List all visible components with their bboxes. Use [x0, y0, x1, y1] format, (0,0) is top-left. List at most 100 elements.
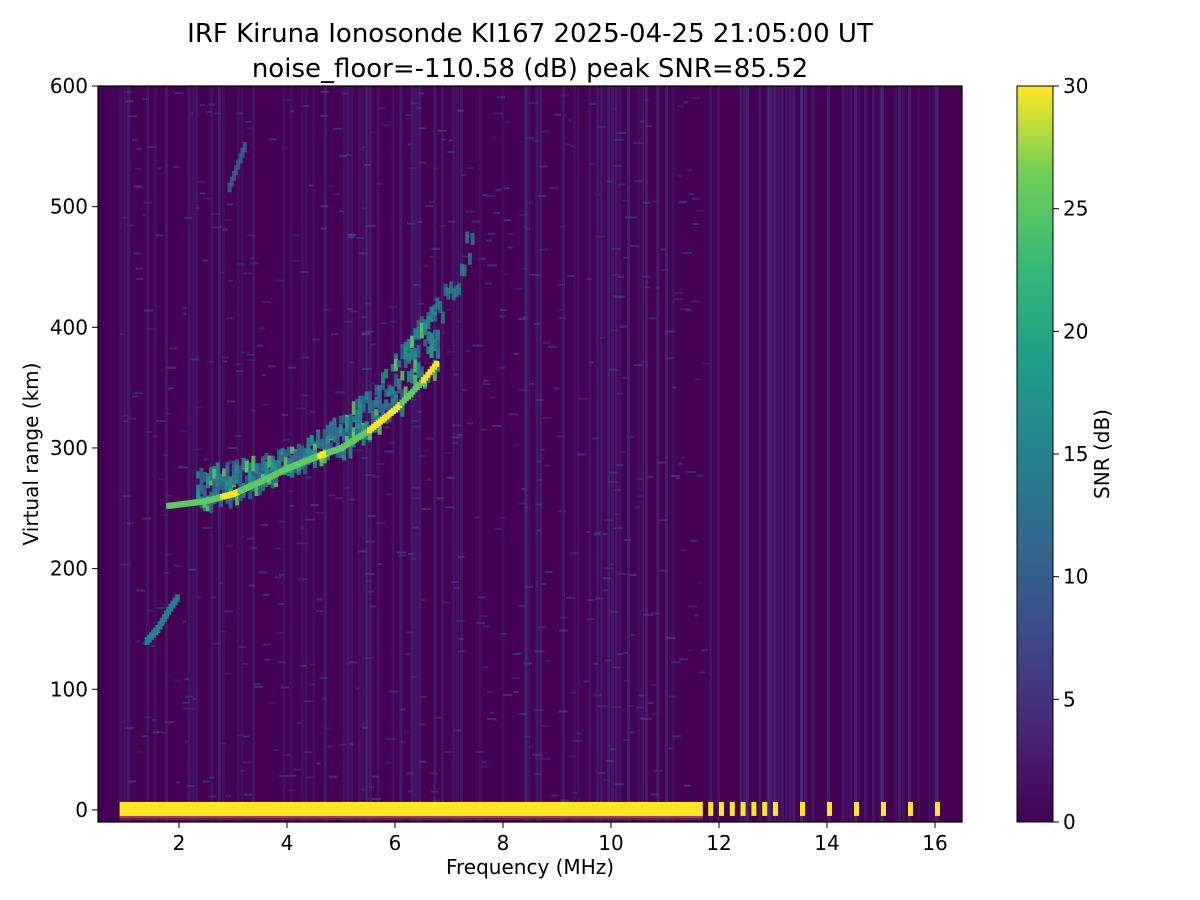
- noise-column: [769, 86, 773, 822]
- noise-speckle: [577, 453, 587, 456]
- noise-speckle: [183, 707, 194, 710]
- noise-speckle: [407, 790, 413, 793]
- ground-echo-pulse: [935, 801, 940, 816]
- spread-f-echo: [355, 420, 360, 429]
- noise-column: [777, 86, 781, 822]
- noise-speckle: [406, 772, 414, 775]
- noise-speckle: [441, 331, 446, 334]
- interference-line: [908, 86, 911, 822]
- noise-speckle: [419, 127, 427, 130]
- spread-f-echo: [361, 425, 366, 435]
- noise-speckle: [559, 629, 569, 632]
- noise-speckle: [586, 599, 595, 602]
- noise-speckle: [361, 457, 369, 460]
- noise-speckle: [296, 542, 303, 545]
- noise-speckle: [250, 409, 257, 412]
- noise-speckle: [444, 750, 454, 753]
- noise-column: [146, 86, 150, 822]
- ground-echo-pulse: [800, 801, 805, 816]
- noise-speckle: [587, 618, 595, 621]
- noise-speckle: [349, 310, 358, 313]
- noise-speckle: [382, 124, 392, 127]
- noise-speckle: [668, 695, 677, 698]
- noise-speckle: [236, 370, 244, 373]
- noise-speckle: [514, 287, 523, 290]
- noise-speckle: [302, 105, 309, 108]
- noise-speckle: [671, 661, 681, 664]
- noise-speckle: [145, 609, 154, 612]
- noise-speckle: [192, 697, 198, 700]
- noise-speckle: [359, 148, 365, 151]
- noise-column: [410, 86, 414, 822]
- spread-f-echo: [413, 374, 418, 389]
- multihop-echo: [242, 141, 247, 152]
- noise-speckle: [406, 631, 415, 634]
- noise-speckle: [120, 563, 129, 566]
- noise-speckle: [359, 788, 368, 791]
- noise-speckle: [650, 793, 660, 796]
- noise-speckle: [630, 731, 635, 734]
- noise-speckle: [602, 589, 609, 592]
- noise-column: [561, 86, 565, 822]
- noise-speckle: [210, 213, 221, 216]
- noise-speckle: [524, 735, 531, 738]
- noise-speckle: [305, 518, 315, 521]
- noise-speckle: [609, 748, 616, 751]
- spread-f-echo: [335, 448, 340, 458]
- noise-speckle: [222, 228, 228, 231]
- noise-speckle: [137, 589, 146, 592]
- noise-speckle: [569, 691, 577, 694]
- noise-speckle: [568, 755, 576, 758]
- noise-speckle: [301, 542, 309, 545]
- noise-speckle: [612, 705, 623, 708]
- noise-speckle: [367, 514, 376, 517]
- noise-speckle: [157, 167, 162, 170]
- y-tick-label: 300: [50, 436, 88, 460]
- noise-speckle: [143, 309, 154, 312]
- spread-f-echo: [410, 336, 415, 348]
- spread-f-echo: [241, 457, 246, 469]
- spread-f-echo: [270, 455, 275, 472]
- noise-speckle: [694, 378, 703, 381]
- noise-speckle: [456, 433, 463, 436]
- noise-speckle: [523, 316, 528, 319]
- noise-speckle: [632, 142, 643, 145]
- spread-f-echo: [290, 446, 295, 454]
- noise-speckle: [535, 398, 544, 401]
- noise-speckle: [524, 506, 529, 509]
- noise-column: [251, 86, 255, 822]
- noise-speckle: [184, 740, 189, 743]
- noise-speckle: [538, 194, 547, 197]
- noise-speckle: [444, 506, 455, 509]
- noise-speckle: [429, 200, 435, 203]
- noise-speckle: [481, 761, 488, 764]
- noise-speckle: [377, 182, 382, 185]
- noise-column: [210, 86, 214, 822]
- noise-speckle: [503, 187, 510, 190]
- noise-column: [871, 86, 875, 822]
- noise-speckle: [643, 286, 651, 289]
- noise-speckle: [658, 519, 668, 522]
- noise-speckle: [485, 239, 492, 242]
- noise-speckle: [417, 161, 426, 164]
- noise-speckle: [322, 308, 333, 311]
- noise-speckle: [235, 435, 241, 438]
- multihop-echo: [234, 165, 239, 176]
- noise-column: [928, 86, 932, 822]
- noise-speckle: [349, 498, 355, 501]
- noise-column: [611, 86, 614, 822]
- noise-speckle: [195, 207, 200, 210]
- spread-f-echo: [202, 501, 207, 508]
- noise-speckle: [685, 471, 696, 474]
- noise-speckle: [226, 544, 234, 547]
- noise-speckle: [495, 189, 502, 192]
- noise-speckle: [526, 586, 533, 589]
- spread-f-echo: [400, 403, 405, 417]
- noise-speckle: [246, 537, 255, 540]
- noise-speckle: [623, 651, 629, 654]
- f-trace-extension: [435, 297, 440, 310]
- noise-speckle: [560, 799, 570, 802]
- noise-speckle: [162, 731, 167, 734]
- noise-speckle: [262, 403, 271, 406]
- noise-column: [240, 86, 244, 822]
